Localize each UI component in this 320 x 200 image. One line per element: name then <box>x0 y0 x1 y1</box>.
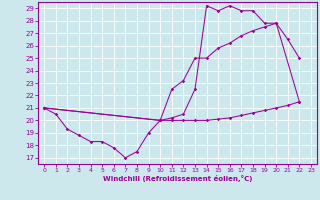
X-axis label: Windchill (Refroidissement éolien,°C): Windchill (Refroidissement éolien,°C) <box>103 175 252 182</box>
